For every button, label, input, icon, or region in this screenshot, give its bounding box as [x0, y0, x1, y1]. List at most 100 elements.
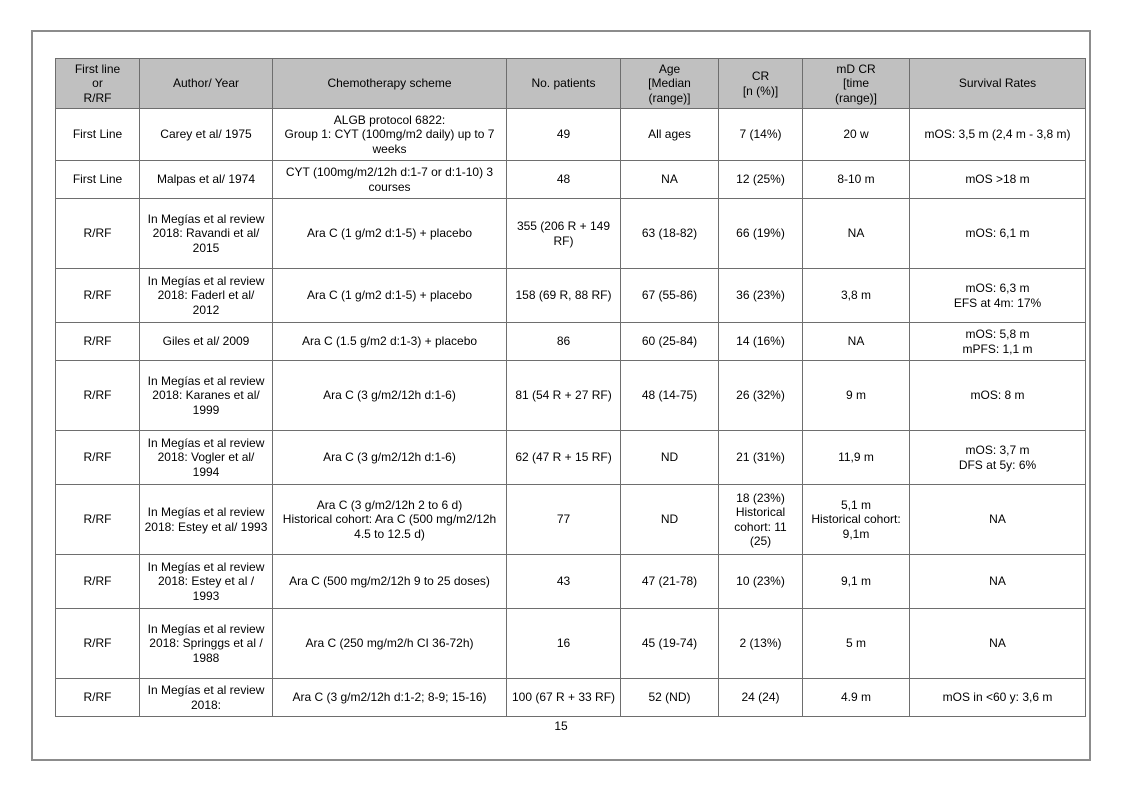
table-cell: R/RF — [55, 322, 140, 361]
table-cell: 26 (32%) — [718, 360, 803, 431]
table-cell: ND — [620, 430, 719, 485]
table-cell: R/RF — [55, 608, 140, 679]
table-cell: 21 (31%) — [718, 430, 803, 485]
column-header: CR [n (%)] — [718, 58, 803, 109]
table-cell: NA — [802, 322, 910, 361]
table-cell: ALGB protocol 6822: Group 1: CYT (100mg/… — [272, 108, 507, 161]
table-cell: R/RF — [55, 268, 140, 323]
table-cell: ND — [620, 484, 719, 555]
table-cell: mOS: 6,3 m EFS at 4m: 17% — [909, 268, 1086, 323]
table-cell: 7 (14%) — [718, 108, 803, 161]
table-cell: CYT (100mg/m2/12h d:1-7 or d:1-10) 3 cou… — [272, 160, 507, 199]
table-cell: Malpas et al/ 1974 — [139, 160, 273, 199]
table-cell: Giles et al/ 2009 — [139, 322, 273, 361]
table-cell: In Megías et al review 2018: — [139, 678, 273, 717]
table-cell: Ara C (500 mg/m2/12h 9 to 25 doses) — [272, 554, 507, 609]
table-cell: 86 — [506, 322, 621, 361]
table-cell: 24 (24) — [718, 678, 803, 717]
table-cell: First Line — [55, 160, 140, 199]
table-cell: mOS: 8 m — [909, 360, 1086, 431]
table-cell: 48 — [506, 160, 621, 199]
table-cell: 77 — [506, 484, 621, 555]
table-cell: 20 w — [802, 108, 910, 161]
table-cell: 67 (55-86) — [620, 268, 719, 323]
table-cell: Ara C (3 g/m2/12h d:1-6) — [272, 360, 507, 431]
table-cell: 47 (21-78) — [620, 554, 719, 609]
table-cell: 2 (13%) — [718, 608, 803, 679]
table-cell: Carey et al/ 1975 — [139, 108, 273, 161]
column-header: mD CR [time (range)] — [802, 58, 910, 109]
table-row: First Line Carey et al/ 1975 ALGB protocol… — [55, 108, 1086, 161]
table-cell: mOS: 6,1 m — [909, 198, 1086, 269]
table-row: R/RF In Megías et al review 2018: Ravandi… — [55, 198, 1086, 269]
table-cell: 9 m — [802, 360, 910, 431]
table-cell: 49 — [506, 108, 621, 161]
table-cell: 4.9 m — [802, 678, 910, 717]
table-cell: 16 — [506, 608, 621, 679]
table-cell: 36 (23%) — [718, 268, 803, 323]
table-cell: NA — [802, 198, 910, 269]
table-cell: mOS in <60 y: 3,6 m — [909, 678, 1086, 717]
table-cell: 18 (23%) Historical cohort: 11 (25) — [718, 484, 803, 555]
table-cell: 5 m — [802, 608, 910, 679]
table-cell: 100 (67 R + 33 RF) — [506, 678, 621, 717]
table-cell: 45 (19-74) — [620, 608, 719, 679]
table-cell: mOS: 3,7 m DFS at 5y: 6% — [909, 430, 1086, 485]
table-cell: Ara C (1 g/m2 d:1-5) + placebo — [272, 198, 507, 269]
table-cell: 5,1 m Historical cohort: 9,1m — [802, 484, 910, 555]
table-cell: 48 (14-75) — [620, 360, 719, 431]
table-cell: 60 (25-84) — [620, 322, 719, 361]
table-cell: 10 (23%) — [718, 554, 803, 609]
table-cell: 355 (206 R + 149 RF) — [506, 198, 621, 269]
table-row: R/RF Giles et al/ 2009 Ara C (1.5 g/m2 d:1… — [55, 322, 1086, 361]
table-row: R/RF In Megías et al review 2018: Estey e… — [55, 554, 1086, 609]
table-cell: First Line — [55, 108, 140, 161]
table-cell: mOS: 5,8 m mPFS: 1,1 m — [909, 322, 1086, 361]
table-cell: NA — [620, 160, 719, 199]
table-cell: R/RF — [55, 360, 140, 431]
table-cell: 12 (25%) — [718, 160, 803, 199]
table-cell: 62 (47 R + 15 RF) — [506, 430, 621, 485]
table-cell: mOS >18 m — [909, 160, 1086, 199]
table-header-row: First line or R/RF Author/ Year Chemothera… — [55, 58, 1086, 109]
table-cell: 8-10 m — [802, 160, 910, 199]
table-row: R/RF In Megías et al review 2018: Estey e… — [55, 484, 1086, 555]
table-cell: Ara C (3 g/m2/12h 2 to 6 d) Historical c… — [272, 484, 507, 555]
column-header: Survival Rates — [909, 58, 1086, 109]
table-body: First Line Carey et al/ 1975 ALGB protocol… — [55, 108, 1086, 717]
table-cell: Ara C (3 g/m2/12h d:1-2; 8-9; 15-16) — [272, 678, 507, 717]
table-cell: In Megías et al review 2018: Estey et al… — [139, 484, 273, 555]
table-cell: Ara C (250 mg/m2/h CI 36-72h) — [272, 608, 507, 679]
table-cell: mOS: 3,5 m (2,4 m - 3,8 m) — [909, 108, 1086, 161]
column-header: Chemotherapy scheme — [272, 58, 507, 109]
column-header: Author/ Year — [139, 58, 273, 109]
table-cell: R/RF — [55, 554, 140, 609]
table-row: R/RF In Megías et al review 2018: Karanes… — [55, 360, 1086, 431]
table-cell: In Megías et al review 2018: Springgs et… — [139, 608, 273, 679]
column-header: No. patients — [506, 58, 621, 109]
table-cell: NA — [909, 554, 1086, 609]
table-row: R/RF In Megías et al review 2018: Faderl … — [55, 268, 1086, 323]
column-header: Age [Median (range)] — [620, 58, 719, 109]
table-cell: 3,8 m — [802, 268, 910, 323]
table-cell: 63 (18-82) — [620, 198, 719, 269]
table-cell: In Megías et al review 2018: Estey et al… — [139, 554, 273, 609]
table-cell: Ara C (1.5 g/m2 d:1-3) + placebo — [272, 322, 507, 361]
table-row: R/RF In Megías et al review 2018: Springg… — [55, 608, 1086, 679]
table-cell: 81 (54 R + 27 RF) — [506, 360, 621, 431]
table-cell: Ara C (1 g/m2 d:1-5) + placebo — [272, 268, 507, 323]
table-cell: In Megías et al review 2018: Ravandi et … — [139, 198, 273, 269]
table-row: R/RF In Megías et al review 2018: Vogler … — [55, 430, 1086, 485]
table-cell: All ages — [620, 108, 719, 161]
table-cell: R/RF — [55, 678, 140, 717]
chemotherapy-studies-table: First line or R/RF Author/ Year Chemothera… — [55, 58, 1086, 717]
table-cell: In Megías et al review 2018: Karanes et … — [139, 360, 273, 431]
table-cell: 158 (69 R, 88 RF) — [506, 268, 621, 323]
table-cell: R/RF — [55, 198, 140, 269]
table-row: First Line Malpas et al/ 1974 CYT (100mg/m… — [55, 160, 1086, 199]
table-cell: R/RF — [55, 430, 140, 485]
table-row: R/RF In Megías et al review 2018: Ara C (3… — [55, 678, 1086, 717]
table-cell: 43 — [506, 554, 621, 609]
column-header: First line or R/RF — [55, 58, 140, 109]
table-cell: NA — [909, 484, 1086, 555]
